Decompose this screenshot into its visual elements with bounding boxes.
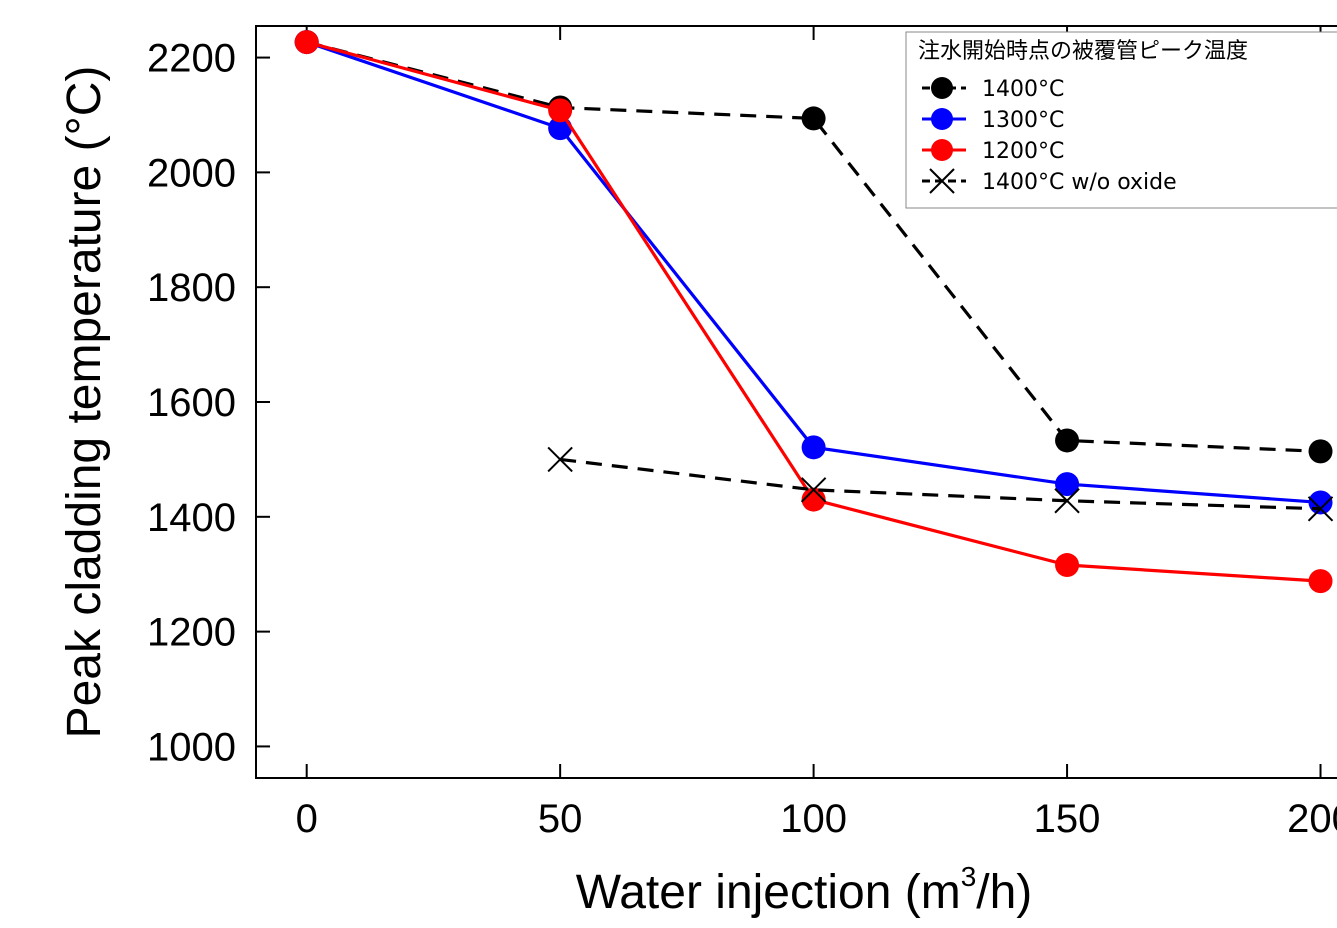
legend-box	[905, 31, 1337, 209]
data-point	[1055, 472, 1080, 497]
data-point	[801, 106, 826, 131]
data-point	[1054, 488, 1080, 514]
data-point	[548, 98, 573, 123]
legend-entry: 1400°C	[922, 77, 1064, 102]
legend-swatch-marker	[929, 168, 955, 194]
data-point	[1308, 439, 1333, 464]
data-point	[801, 435, 826, 460]
legend-entry: 1400°C w/o oxide	[922, 168, 1177, 195]
legend-entry: 1200°C	[922, 139, 1064, 164]
y-tick-label: 2200	[147, 37, 236, 81]
legend-entries: 1400°C 1300°C 1200°C 1400°C w/o oxide	[922, 77, 1177, 195]
y-tick-label: 1200	[147, 611, 236, 655]
x-tick-label: 50	[538, 797, 583, 841]
x-marker-stroke	[800, 477, 827, 503]
y-axis-title: Peak cladding temperature (°C)	[58, 66, 111, 739]
legend-label: 1400°C w/o oxide	[982, 170, 1177, 195]
data-point	[1308, 490, 1333, 515]
series-2	[294, 30, 1333, 594]
x-axis-title: Water injection (m3/h)	[576, 861, 1033, 919]
y-axis: 1000 1200 1400 1600 1800 2000 2200	[147, 37, 270, 769]
y-tick-label: 1400	[147, 496, 236, 540]
data-point	[294, 30, 319, 55]
y-tick-label: 1600	[147, 381, 236, 425]
series-line	[559, 457, 1321, 511]
data-point	[800, 477, 827, 503]
x-marker-stroke	[929, 168, 955, 194]
legend-swatch-marker	[931, 77, 953, 99]
x-marker-stroke	[1307, 496, 1334, 522]
legend-label: 1200°C	[982, 139, 1064, 164]
x-tick-label: 100	[780, 797, 847, 841]
legend: 注水開始時点の被覆管ピーク温度 1400°C1300°C1200°C1400°C…	[905, 31, 1337, 209]
legend-title: 注水開始時点の被覆管ピーク温度	[918, 39, 1248, 64]
x-marker-stroke	[1054, 488, 1080, 514]
x-marker-stroke	[547, 446, 573, 473]
x-axis: 0 50 100 150 200	[296, 26, 1337, 841]
legend-swatch-marker	[931, 139, 953, 161]
data-point	[547, 446, 573, 473]
series-layer	[294, 30, 1334, 594]
legend-entry: 1300°C	[922, 108, 1064, 133]
x-tick-label: 200	[1287, 797, 1337, 841]
data-point	[1307, 496, 1334, 522]
data-point	[1308, 569, 1333, 594]
data-point	[801, 487, 826, 512]
x-tick-label: 150	[1034, 797, 1101, 841]
y-tick-label: 2000	[147, 151, 236, 195]
legend-label: 1300°C	[982, 108, 1064, 133]
y-tick-label: 1800	[147, 266, 236, 310]
x-tick-label: 0	[296, 797, 318, 841]
y-tick-label: 1000	[147, 725, 236, 769]
data-point	[1055, 428, 1080, 453]
legend-swatch-marker	[931, 108, 953, 130]
data-point	[1055, 553, 1080, 578]
legend-label: 1400°C	[982, 77, 1064, 102]
series-3	[547, 446, 1334, 522]
